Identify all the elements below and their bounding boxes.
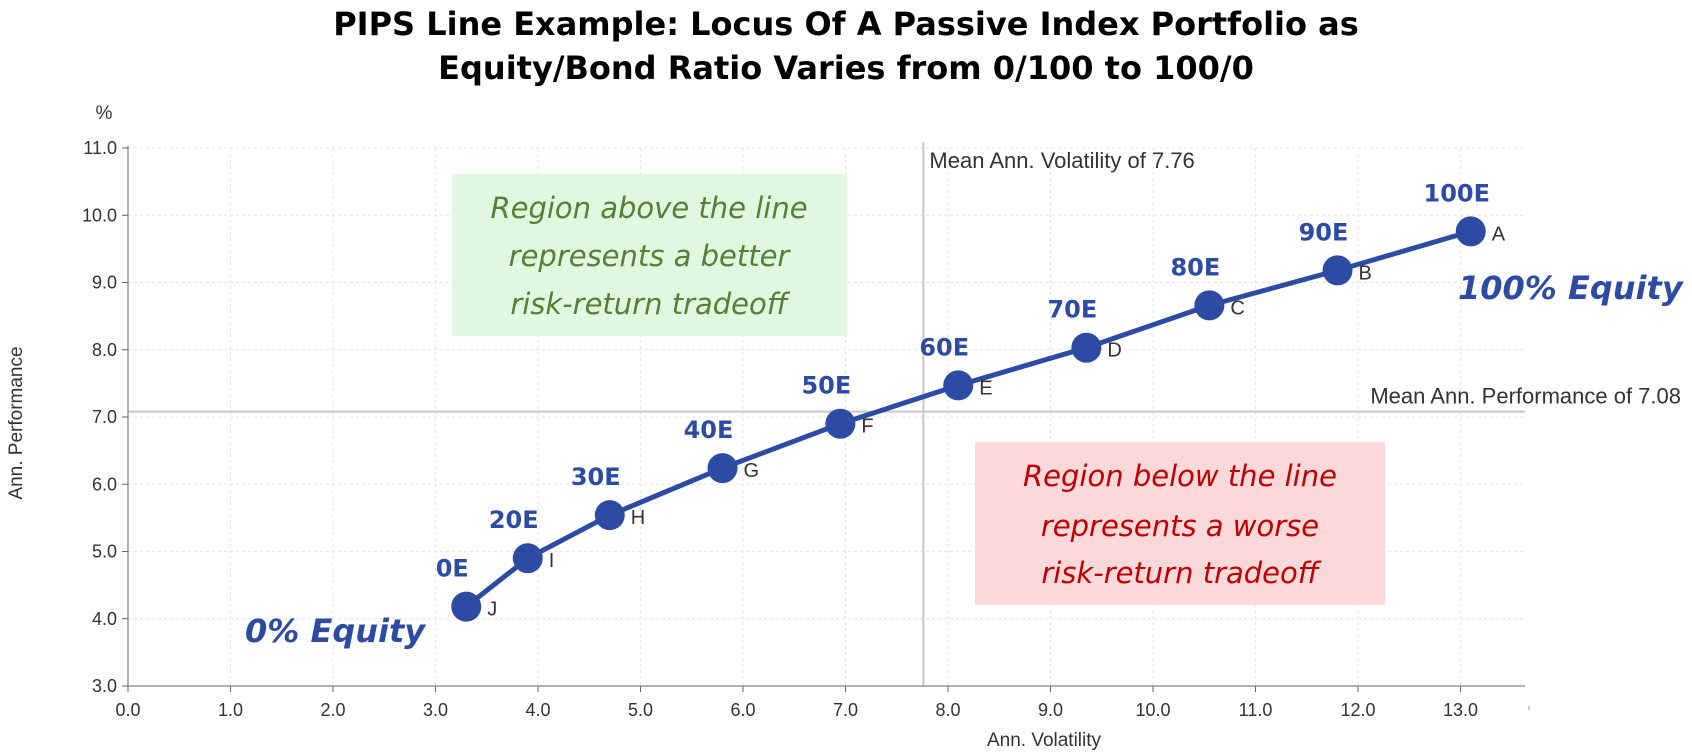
below-region-text-2: represents a worse xyxy=(1041,509,1319,543)
x-tick-label: 10.0 xyxy=(1135,700,1170,720)
y-tick-label: 7.0 xyxy=(92,407,117,427)
data-point-letter: E xyxy=(979,377,992,399)
data-point-label: 70E xyxy=(1047,296,1097,324)
data-point-label: 20E xyxy=(489,506,539,534)
data-point xyxy=(825,408,856,439)
y-tick-label: 5.0 xyxy=(92,542,117,562)
data-point-letter: C xyxy=(1230,297,1244,319)
data-point xyxy=(512,543,543,574)
y-tick-label: 11.0 xyxy=(83,138,117,158)
x-tick-label: 0.0 xyxy=(115,700,140,720)
data-point-label: 80E xyxy=(1170,253,1220,281)
data-point-letter: F xyxy=(861,416,873,438)
x-axis-label: Ann. Volatility xyxy=(987,730,1102,751)
x-tick-label: 11.0 xyxy=(1239,700,1273,720)
series-path xyxy=(464,228,1472,609)
data-point-label: 60E xyxy=(919,333,969,361)
start-callout: 0% Equity xyxy=(245,612,426,650)
reference-lines: Mean Ann. Volatility of 7.76 Mean Ann. Pe… xyxy=(128,142,1681,686)
data-point xyxy=(1194,290,1225,321)
data-point-letter: B xyxy=(1359,262,1372,284)
y-axis-label: Ann. Performance xyxy=(6,346,27,499)
y-tick-label: 10.0 xyxy=(82,205,117,225)
data-point-label: 0E xyxy=(436,555,469,583)
y-tick-label: 4.0 xyxy=(92,609,117,629)
below-region-box xyxy=(975,442,1385,605)
y-tick-label: 9.0 xyxy=(92,273,117,293)
below-region-text-3: risk-return tradeoff xyxy=(1041,556,1321,590)
data-point xyxy=(1322,255,1353,286)
x-tick-label: 12.0 xyxy=(1340,700,1375,720)
data-point-label: 50E xyxy=(801,372,851,400)
y-unit-label: % xyxy=(96,103,113,124)
above-region-box xyxy=(452,174,847,336)
x-tick-label: 4.0 xyxy=(525,700,550,720)
data-point-label: 30E xyxy=(571,463,621,491)
data-point xyxy=(707,453,738,484)
above-region-text-3: risk-return tradeoff xyxy=(510,287,790,321)
data-point-letter: G xyxy=(744,460,760,482)
y-tick-label: 6.0 xyxy=(92,474,117,494)
data-point xyxy=(1071,332,1102,363)
data-point xyxy=(1455,216,1486,247)
series-line xyxy=(464,228,1472,609)
data-point-label: 90E xyxy=(1299,218,1349,246)
x-tick-label: 2.0 xyxy=(320,700,345,720)
data-point-letter: J xyxy=(487,599,497,621)
chart-title-line-1: PIPS Line Example: Locus Of A Passive In… xyxy=(333,5,1359,43)
above-region-text-1: Region above the line xyxy=(490,191,807,225)
mean-volatility-label: Mean Ann. Volatility of 7.76 xyxy=(929,148,1194,173)
above-region-text-2: represents a better xyxy=(509,239,792,273)
data-point-label: 100E xyxy=(1424,179,1491,207)
mean-performance-label: Mean Ann. Performance of 7.08 xyxy=(1370,384,1681,409)
x-tick-label: 3.0 xyxy=(423,700,448,720)
x-tick-label: 13.0 xyxy=(1443,700,1478,720)
data-point xyxy=(451,591,482,622)
y-tick-label: 3.0 xyxy=(92,676,117,696)
end-callout: 100% Equity xyxy=(1458,269,1684,307)
axes: 3.0 4.0 5.0 6.0 7.0 8.0 9.0 10.0 11.0 0.0 1.0 2.0 3.… xyxy=(82,138,1530,720)
x-tick-label: 9.0 xyxy=(1038,700,1063,720)
x-tick-label: 8.0 xyxy=(935,700,960,720)
y-tick-label: 8.0 xyxy=(92,340,117,360)
data-point-letter: I xyxy=(549,550,555,572)
region-boxes: Region above the line represents a bette… xyxy=(452,174,1385,605)
data-point-letter: D xyxy=(1107,340,1121,362)
data-point-letter: A xyxy=(1492,223,1506,245)
data-point-letter: H xyxy=(631,507,645,529)
x-tick-label: 1.0 xyxy=(218,700,243,720)
data-point-label: 40E xyxy=(684,416,734,444)
data-point xyxy=(594,500,625,531)
data-point xyxy=(943,370,974,401)
chart-title-line-2: Equity/Bond Ratio Varies from 0/100 to 1… xyxy=(438,49,1254,88)
x-tick-label: 6.0 xyxy=(730,700,755,720)
below-region-text-1: Region below the line xyxy=(1023,459,1337,493)
x-tick-label: 5.0 xyxy=(628,700,653,720)
x-tick-label: 7.0 xyxy=(833,700,858,720)
chart-title: PIPS Line Example: Locus Of A Passive In… xyxy=(0,2,1692,90)
